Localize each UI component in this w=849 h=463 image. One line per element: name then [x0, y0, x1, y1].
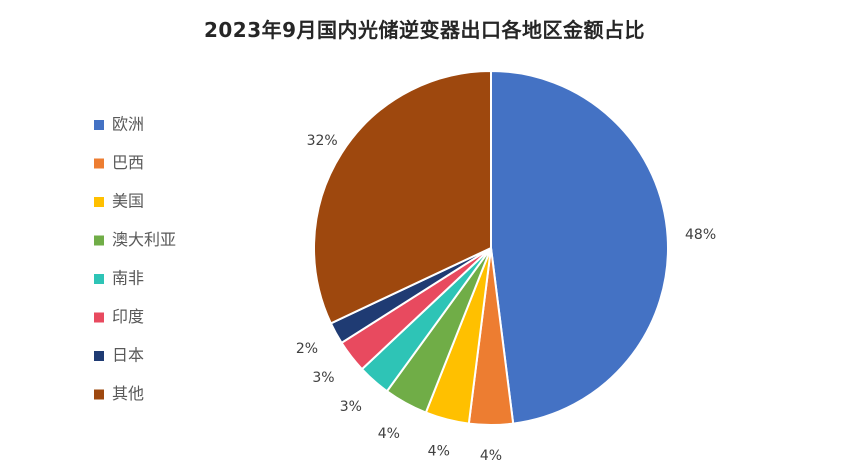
percent-label-3: 4% [428, 443, 450, 459]
legend-label-7: 日本 [112, 346, 144, 365]
legend-swatch-1 [94, 120, 104, 130]
legend-label-6: 印度 [112, 307, 144, 326]
legend-label-1: 欧洲 [112, 115, 144, 134]
legend-swatch-4 [94, 235, 104, 246]
percent-label-1: 48% [685, 227, 716, 243]
chart-title: 2023年9月国内光储逆变器出口各地区金额占比 [203, 18, 646, 42]
legend-swatch-2 [94, 158, 104, 169]
percent-label-6: 3% [312, 370, 334, 386]
percent-label-2: 4% [480, 448, 502, 463]
pie-slice-1 [490, 69, 669, 425]
percent-label-5: 3% [340, 399, 362, 415]
percent-label-8: 32% [307, 133, 338, 149]
legend-label-3: 美国 [112, 192, 144, 211]
pie-slices [313, 69, 669, 426]
legend-swatch-7 [94, 351, 104, 361]
legend-label-8: 其他 [112, 384, 144, 403]
legend-swatch-3 [94, 197, 104, 207]
percent-label-7: 2% [296, 341, 318, 357]
legend-label-4: 澳大利亚 [112, 230, 176, 249]
legend-swatch-6 [94, 312, 104, 323]
percent-labels: 48% 4% 4% 4% 3% 3% 2% 32% [296, 133, 716, 463]
pie-slice-8 [313, 69, 492, 325]
legend-label-5: 南非 [112, 269, 144, 288]
legend-swatch-5 [94, 274, 104, 284]
legend-label-2: 巴西 [112, 153, 144, 172]
percent-label-4: 4% [378, 426, 400, 442]
legend-swatch-8 [94, 389, 104, 400]
